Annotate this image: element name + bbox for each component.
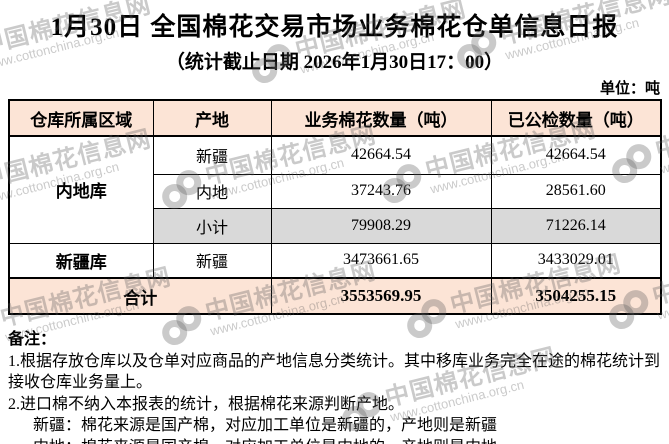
inspected-qty-cell: 42664.54 [490,135,662,175]
origin-cell-subtotal: 小计 [152,207,272,244]
total-label-cell: 合计 [8,277,272,315]
warehouse-receipt-table: 仓库所属区域 产地 业务棉花数量（吨） 已公检数量（吨） 内地库 新疆 4266… [8,99,662,315]
unit-label: 单位：吨 [599,81,660,97]
note-line-4: 内地：棉花来源是国产棉，对应加工单位是内地的，产地则是内地 [8,437,664,444]
notes-section: 备注： 1.根据存放仓库以及仓单对应商品的产地信息分类统计。其中移库业务完全在途… [8,329,664,444]
page-title: 1月30日 全国棉花交易市场业务棉花仓单信息日报 [50,14,619,41]
subtotal-row: 小计 79908.29 71226.14 [9,207,662,244]
inspected-qty-cell: 71226.14 [490,207,662,244]
table-row: 新疆库 新疆 3473661.65 3433029.01 [8,242,662,279]
report-subtitle: （统计截止日期 2026年1月30日17：00） [165,52,504,73]
table-row: 内地 37243.76 28561.60 [9,173,662,209]
col-header-region: 仓库所属区域 [8,99,154,137]
region-cell-xinjiangku: 新疆库 [8,242,154,279]
cotton-logo-icon [0,309,2,355]
origin-cell: 新疆 [152,242,272,279]
table-header-row: 仓库所属区域 产地 业务棉花数量（吨） 已公检数量（吨） [8,99,662,137]
region-cell-neidiku: 内地库 [8,135,154,244]
note-line-3: 新疆：棉花来源是国产棉，对应加工单位是新疆的，产地则是新疆 [33,417,498,434]
business-qty-cell: 3473661.65 [270,242,492,279]
note-line-2: 2.进口棉不纳入本报表的统计，根据棉花来源判断产地。 [8,395,405,413]
inspected-qty-cell: 28561.60 [490,173,662,209]
inspected-qty-cell: 3433029.01 [490,242,662,279]
col-header-origin: 产地 [152,99,272,137]
note-line-1: 1.根据存放仓库以及仓单对应商品的产地信息分类统计。其中移库业务完全在途的棉花统… [8,352,661,392]
total-row: 合计 3553569.95 3504255.15 [8,277,662,315]
business-qty-cell: 79908.29 [270,207,492,244]
col-header-inspected-qty: 已公检数量（吨） [490,99,662,137]
col-header-business-qty: 业务棉花数量（吨） [270,99,492,137]
business-qty-cell: 37243.76 [270,173,492,209]
total-inspected-qty-cell: 3504255.15 [490,277,662,315]
table-row: 内地库 新疆 42664.54 42664.54 [8,135,662,244]
total-business-qty-cell: 3553569.95 [270,277,492,315]
origin-cell: 新疆 [152,135,272,175]
origin-cell: 内地 [152,173,272,209]
notes-heading: 备注： [8,331,57,348]
business-qty-cell: 42664.54 [270,135,492,175]
